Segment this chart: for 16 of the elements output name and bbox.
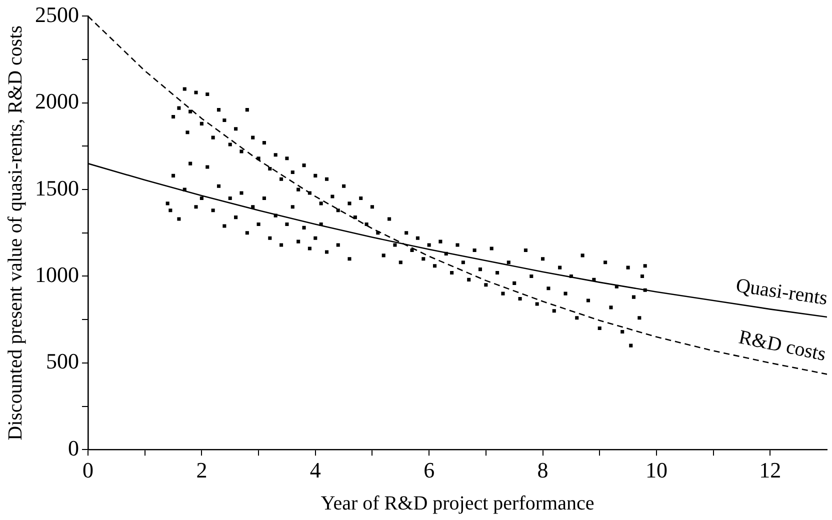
text: Quasi-rents	[734, 274, 830, 310]
y-tick-label: 2500	[35, 2, 79, 27]
y-tick-label: 500	[46, 348, 79, 374]
y-tick-label: 1500	[35, 175, 79, 200]
x-tick-label: 12	[759, 458, 782, 483]
text: R&D costs	[736, 326, 828, 366]
x-tick-label: 6	[424, 458, 435, 483]
x-tick-label: 4	[310, 458, 321, 483]
x-axis-title: Year of R&D project performance	[320, 492, 594, 514]
x-tick-label: 2	[196, 458, 208, 483]
y-tick-label: 1000	[35, 262, 79, 288]
y-tick-label: 2000	[35, 88, 79, 114]
x-tick-label: 10	[645, 458, 668, 483]
y-axis-title: Discounted present value of quasi-rents, R&D costs	[4, 25, 26, 440]
y-tick-label: 0	[68, 435, 79, 460]
x-tick-label: 8	[537, 458, 548, 483]
